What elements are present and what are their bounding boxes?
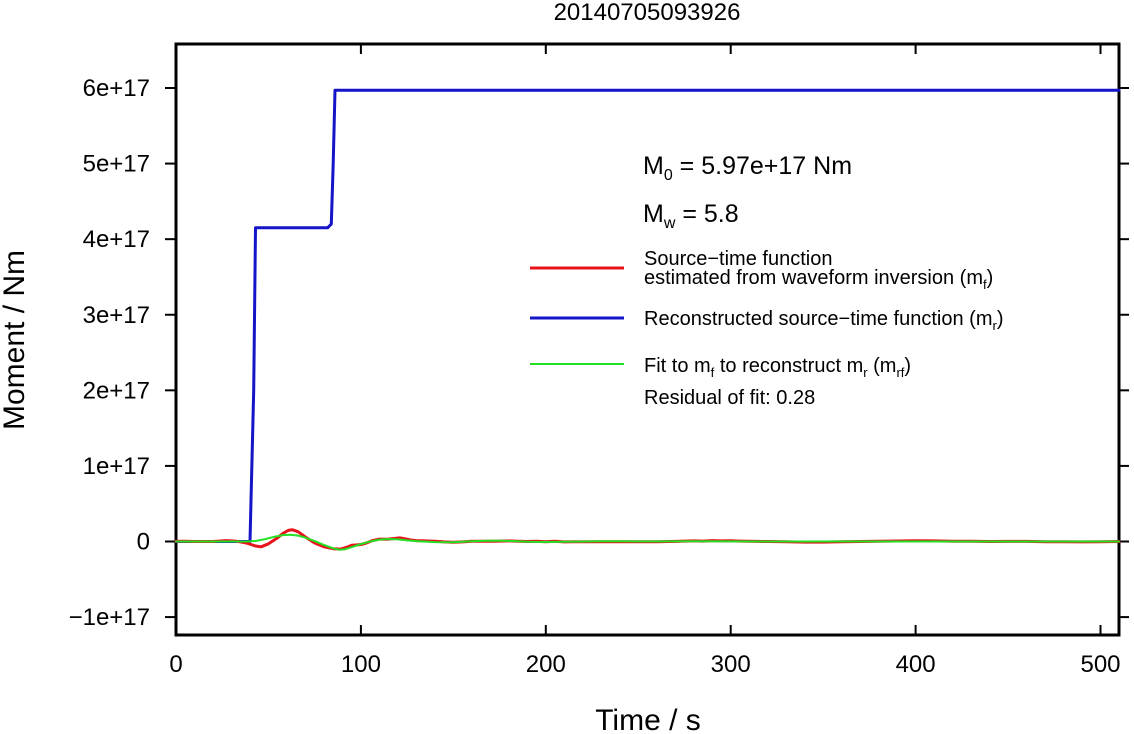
y-tick-label: 6e+17 xyxy=(83,75,150,102)
series-line-fit xyxy=(175,533,1120,551)
series-line-reconstructed xyxy=(174,88,1121,543)
y-tick-label: 2e+17 xyxy=(83,377,150,404)
seismic-moment-annotation: M0 = 5.97e+17 Nm xyxy=(643,152,852,184)
residual-of-fit-label: Residual of fit: 0.28 xyxy=(644,387,815,409)
legend: Source−time function estimated from wave… xyxy=(530,248,1004,409)
mw-symbol: M xyxy=(643,200,664,228)
mw-subscript: w xyxy=(663,215,676,232)
plot-frame xyxy=(174,42,1121,637)
mw-value: = 5.8 xyxy=(675,200,738,228)
moment-magnitude-annotation: Mw = 5.8 xyxy=(643,200,739,232)
y-tick-label: 5e+17 xyxy=(83,151,150,178)
m0-subscript: 0 xyxy=(664,167,673,184)
axis-ticks xyxy=(165,44,1129,635)
y-tick-label: 4e+17 xyxy=(83,226,150,253)
series-line-source-time-function xyxy=(174,528,1121,551)
svg-text:Mw = 5.8: Mw = 5.8 xyxy=(643,200,739,232)
x-tick-label: 400 xyxy=(896,651,936,678)
x-tick-label: 100 xyxy=(341,651,381,678)
y-axis-label: Moment / Nm xyxy=(0,250,31,430)
legend-label-reconstructed: Reconstructed source−time function (mr) xyxy=(644,308,1004,333)
svg-text:M0 = 5.97e+17 Nm: M0 = 5.97e+17 Nm xyxy=(643,152,852,184)
legend-label-source-time-function-line1: Source−time function xyxy=(644,248,832,270)
m0-symbol: M xyxy=(643,152,664,180)
y-tick-label: 1e+17 xyxy=(83,453,150,480)
y-tick-labels: −1e+17 0 1e+17 2e+17 3e+17 4e+17 5e+17 6e+17 xyxy=(69,75,150,631)
y-tick-label: 0 xyxy=(137,529,150,556)
x-axis-label: Time / s xyxy=(595,704,701,734)
legend-label-fit: Fit to mf to reconstruct mr (mrf) xyxy=(644,355,911,380)
x-tick-labels: 0 100 200 300 400 500 xyxy=(169,651,1120,678)
m0-value: = 5.97e+17 Nm xyxy=(673,152,852,180)
y-tick-label: 3e+17 xyxy=(83,302,150,329)
legend-label-source-time-function-line2: estimated from waveform inversion (mf) xyxy=(644,267,993,292)
x-tick-label: 500 xyxy=(1080,651,1120,678)
y-tick-label: −1e+17 xyxy=(69,604,150,631)
x-tick-label: 0 xyxy=(169,651,182,678)
chart-title: 20140705093926 xyxy=(554,0,741,26)
x-tick-label: 300 xyxy=(711,651,751,678)
series-layer xyxy=(174,88,1121,551)
x-tick-label: 200 xyxy=(526,651,566,678)
